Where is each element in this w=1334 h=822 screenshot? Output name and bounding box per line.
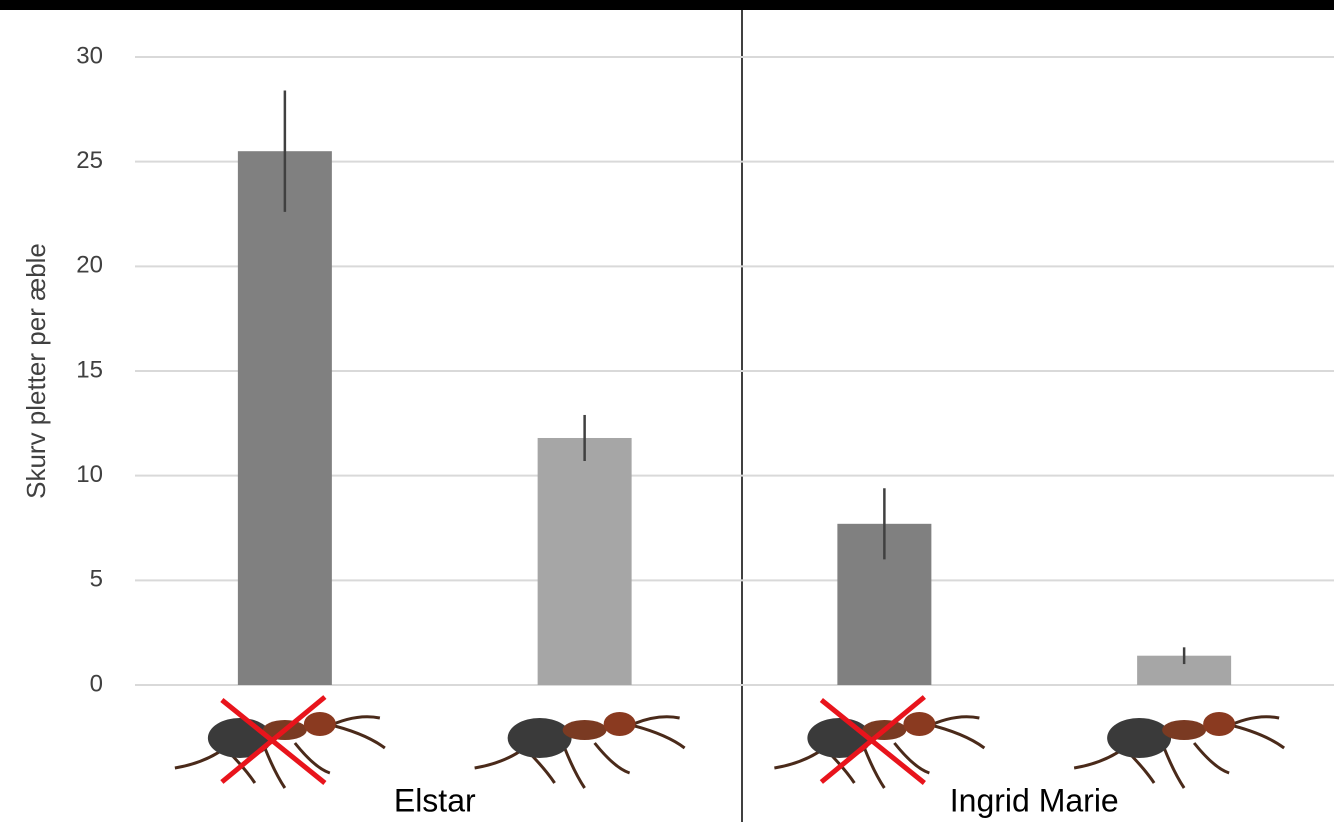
top-band xyxy=(0,0,1334,10)
ant-icon xyxy=(772,710,986,790)
bar xyxy=(537,437,632,685)
ant-icon xyxy=(473,710,687,790)
y-tick-label: 20 xyxy=(76,252,103,279)
y-tick-label: 0 xyxy=(90,670,103,697)
ant-icon xyxy=(173,710,387,790)
cross-mark xyxy=(220,695,327,784)
y-tick-label: 25 xyxy=(76,147,103,174)
cross-mark xyxy=(819,695,926,784)
y-tick-label: 10 xyxy=(76,461,103,488)
y-axis-label: Skurv pletter per æble xyxy=(21,243,51,499)
y-tick-label: 5 xyxy=(90,566,103,593)
group-label: Ingrid Marie xyxy=(950,782,1119,818)
y-tick-label: 30 xyxy=(76,42,103,69)
y-tick-label: 15 xyxy=(76,356,103,383)
group-label: Elstar xyxy=(394,782,476,818)
bar xyxy=(237,151,332,685)
ant-icon xyxy=(1072,710,1286,790)
